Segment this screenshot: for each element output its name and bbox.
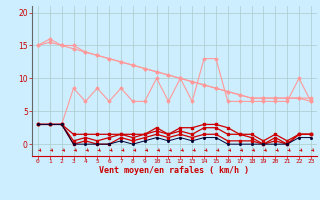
X-axis label: Vent moyen/en rafales ( km/h ): Vent moyen/en rafales ( km/h ) — [100, 166, 249, 175]
